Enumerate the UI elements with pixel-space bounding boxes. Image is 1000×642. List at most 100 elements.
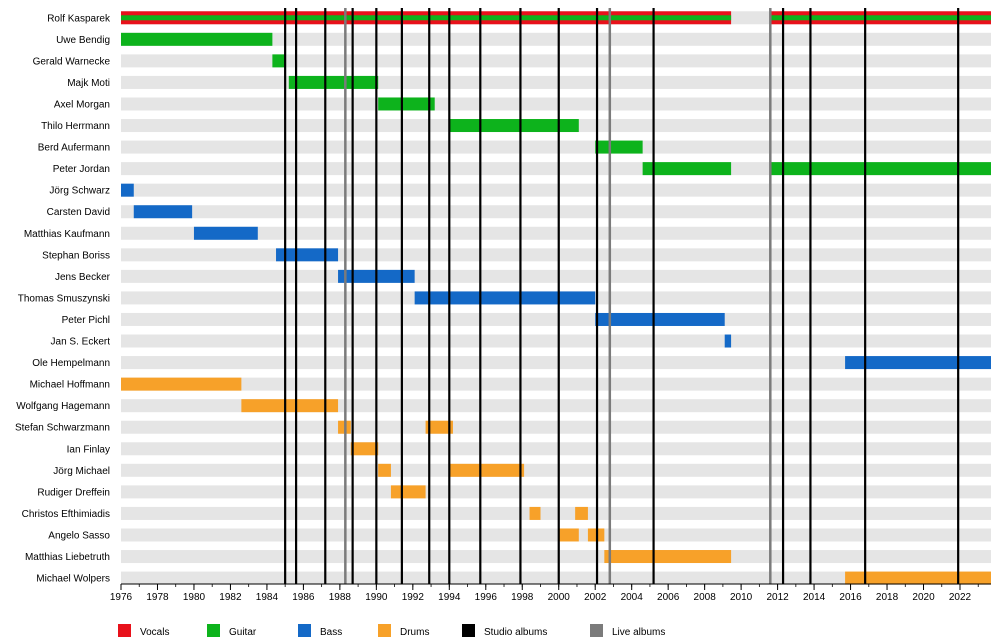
x-axis: 1976 1978 1980 1982 1984 1986 1988 1990 1992 1994… (110, 583, 991, 603)
x-tick-label: 2014 (803, 592, 826, 603)
member-label: Jörg Michael (53, 466, 110, 477)
member-label: Michael Wolpers (36, 574, 110, 585)
member-bar-drums (425, 420, 453, 434)
member-label: Thilo Herrmann (41, 121, 110, 132)
row-band (121, 97, 991, 111)
member-label: Peter Pichl (62, 315, 110, 326)
x-tick-label: 2018 (876, 592, 899, 603)
member-label: Axel Morgan (54, 99, 110, 110)
legend-swatch (207, 624, 220, 637)
member-label: Gerald Warnecke (33, 56, 111, 67)
member-bar-bass (845, 356, 991, 370)
member-bar-drums (121, 377, 242, 391)
member-label: Matthias Kaufmann (24, 229, 110, 240)
row-band (121, 312, 991, 326)
member-label: Majk Moti (67, 78, 110, 89)
row-band (121, 528, 991, 542)
member-bar-bass (276, 248, 339, 262)
member-bar-guitar (770, 162, 991, 176)
member-bar-bass (724, 334, 732, 348)
row-band (121, 183, 991, 197)
member-bars (121, 11, 991, 585)
member-bar-drums (350, 442, 379, 456)
row-band (121, 420, 991, 434)
member-label: Jörg Schwarz (49, 186, 110, 197)
row-band (121, 269, 991, 283)
legend-label: Bass (320, 627, 342, 638)
x-tick-label: 1978 (146, 592, 169, 603)
member-label: Christos Efthimiadis (22, 509, 110, 520)
x-tick-label: 2006 (657, 592, 680, 603)
row-band (121, 442, 991, 456)
row-band (121, 54, 991, 68)
album-lines (284, 8, 960, 584)
legend-swatch (462, 624, 475, 637)
member-label: Angelo Sasso (48, 530, 110, 541)
member-bar-guitar (770, 15, 991, 21)
row-band (121, 506, 991, 520)
legend-swatch (378, 624, 391, 637)
x-tick-label: 2020 (912, 592, 935, 603)
x-tick-label: 2022 (949, 592, 972, 603)
row-band (121, 32, 991, 46)
x-tick-label: 2000 (548, 592, 571, 603)
member-bar-guitar (121, 15, 732, 21)
member-label: Ole Hempelmann (32, 358, 110, 369)
x-tick-label: 1980 (183, 592, 206, 603)
member-bar-guitar (378, 97, 435, 111)
legend-label: Vocals (140, 627, 169, 638)
member-bar-drums (449, 463, 525, 477)
member-bar-bass (595, 312, 725, 326)
row-band (121, 377, 991, 391)
legend-label: Live albums (612, 627, 665, 638)
x-tick-label: 2010 (730, 592, 753, 603)
row-band (121, 205, 991, 219)
x-tick-label: 1976 (110, 592, 133, 603)
legend-label: Studio albums (484, 627, 547, 638)
legend-swatch (118, 624, 131, 637)
member-bar-drums (529, 506, 541, 520)
member-bar-bass (133, 205, 193, 219)
row-band (121, 571, 991, 585)
member-label: Stefan Schwarzmann (15, 423, 110, 434)
x-tick-label: 1988 (329, 592, 352, 603)
legend-label: Drums (400, 627, 429, 638)
member-bar-drums (575, 506, 588, 520)
x-tick-label: 1998 (511, 592, 534, 603)
member-label: Wolfgang Hagemann (16, 401, 110, 412)
member-label: Jan S. Eckert (51, 337, 111, 348)
row-band (121, 334, 991, 348)
x-tick-label: 2002 (584, 592, 607, 603)
member-bar-drums (845, 571, 991, 585)
x-tick-label: 1990 (365, 592, 388, 603)
x-tick-label: 1996 (475, 592, 498, 603)
member-bar-bass (121, 183, 134, 197)
member-label: Rolf Kasparek (47, 13, 111, 24)
row-band (121, 356, 991, 370)
x-tick-label: 1994 (438, 592, 461, 603)
x-tick-label: 1984 (256, 592, 279, 603)
member-bar-guitar (595, 140, 643, 154)
member-bar-drums (241, 399, 339, 413)
member-bar-guitar (121, 32, 273, 46)
member-label: Carsten David (47, 207, 110, 218)
member-label: Uwe Bendig (56, 35, 110, 46)
legend-swatch (298, 624, 311, 637)
member-bar-guitar (272, 54, 286, 68)
member-label: Ian Finlay (67, 444, 110, 455)
member-label: Matthias Liebetruth (25, 552, 110, 563)
legend-swatch (590, 624, 603, 637)
row-band (121, 550, 991, 564)
x-tick-label: 2016 (839, 592, 862, 603)
member-label: Rudiger Dreffein (37, 487, 110, 498)
member-label: Peter Jordan (53, 164, 110, 175)
x-tick-label: 1992 (402, 592, 425, 603)
member-label: Thomas Smuszynski (18, 293, 110, 304)
member-bar-drums (558, 528, 579, 542)
member-bar-bass (193, 226, 258, 240)
member-label: Stephan Boriss (42, 250, 110, 261)
member-bar-drums (390, 485, 426, 499)
x-tick-label: 1982 (219, 592, 242, 603)
member-bar-guitar (642, 162, 732, 176)
